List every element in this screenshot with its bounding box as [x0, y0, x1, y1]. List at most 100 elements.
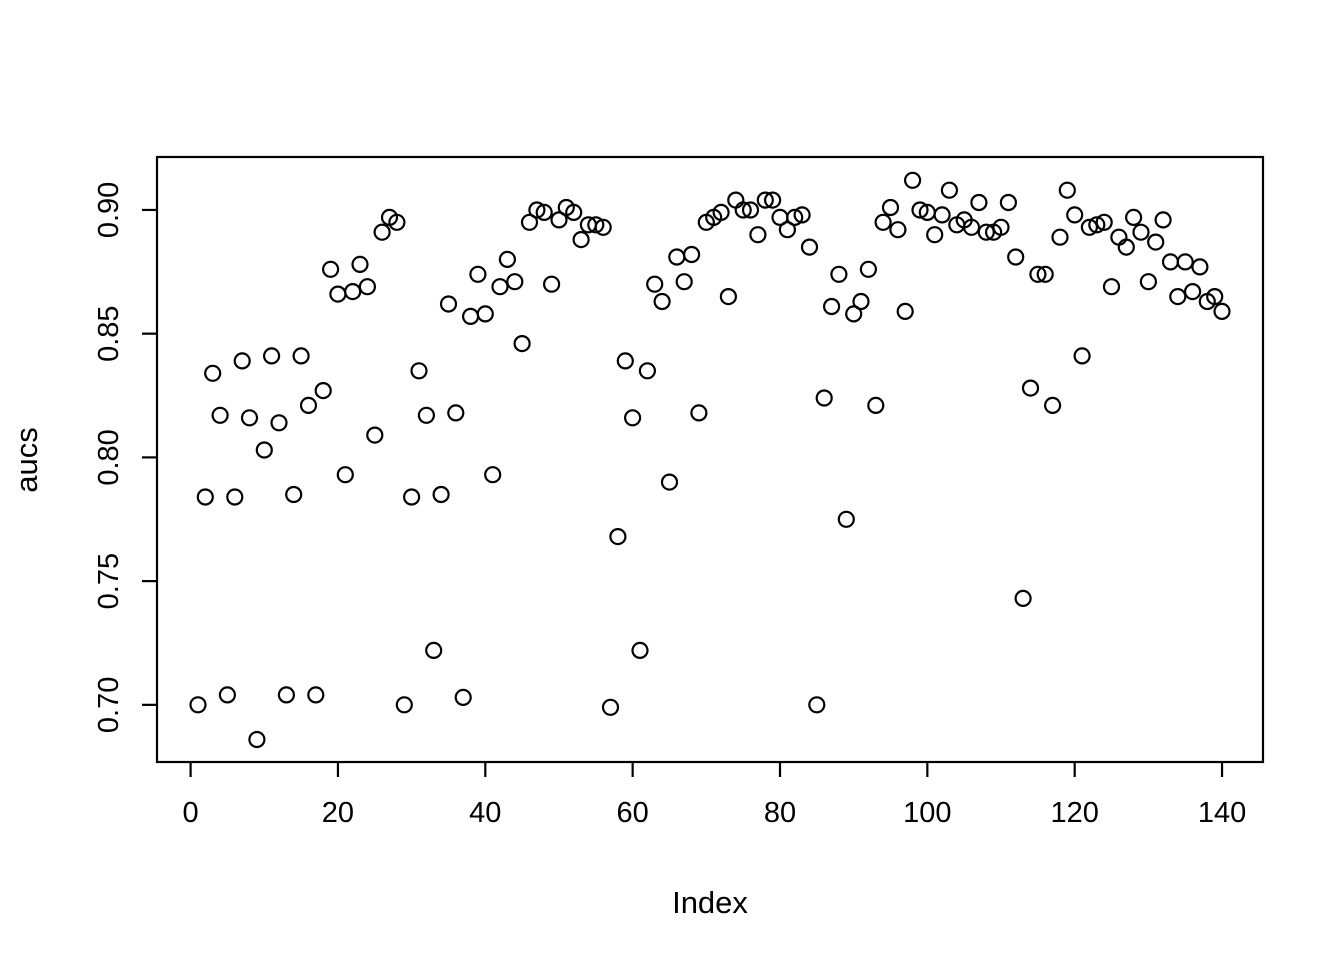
x-tick-label: 20 — [322, 797, 354, 829]
x-tick-label: 40 — [469, 797, 501, 829]
data-point — [1073, 347, 1091, 365]
data-point — [1139, 273, 1158, 291]
data-point — [609, 527, 627, 546]
data-point — [462, 307, 480, 325]
data-point — [373, 223, 391, 241]
x-tick-label: 120 — [1050, 797, 1098, 829]
data-point — [329, 285, 347, 303]
data-point — [542, 275, 561, 293]
data-point — [491, 278, 509, 296]
data-point — [351, 255, 369, 273]
data-point — [454, 688, 472, 707]
data-point — [344, 283, 362, 301]
data-point — [778, 221, 797, 239]
data-point — [992, 218, 1010, 236]
x-tick-label: 140 — [1198, 797, 1246, 829]
data-point — [1176, 253, 1194, 271]
data-point — [270, 414, 288, 432]
data-point — [933, 206, 951, 224]
data-point — [388, 213, 406, 231]
data-point — [255, 441, 273, 459]
data-point — [1213, 302, 1231, 320]
data-point — [646, 275, 664, 293]
data-point — [292, 347, 310, 365]
data-point — [1058, 181, 1076, 199]
data-point — [638, 362, 657, 380]
data-point — [1191, 258, 1209, 276]
data-point — [1095, 213, 1113, 231]
data-point — [417, 406, 435, 424]
data-point — [631, 641, 649, 660]
data-point — [1147, 233, 1165, 251]
x-tick-label: 80 — [764, 797, 796, 829]
data-point — [1161, 253, 1180, 271]
data-point — [1007, 248, 1025, 266]
data-point — [233, 352, 251, 370]
data-point — [565, 203, 583, 221]
data-point — [1206, 288, 1224, 306]
data-point — [285, 485, 303, 504]
data-point — [675, 273, 693, 291]
data-point — [484, 466, 502, 484]
data-point — [741, 201, 760, 219]
y-tick-label: 0.90 — [93, 182, 125, 238]
plot-box — [155, 155, 1265, 764]
data-point — [734, 201, 752, 219]
data-point — [513, 335, 531, 353]
data-point — [528, 201, 546, 219]
data-point — [749, 226, 767, 244]
data-point — [189, 696, 207, 714]
y-tick-label: 0.75 — [93, 553, 125, 609]
data-point — [1154, 211, 1172, 229]
data-point — [903, 171, 922, 189]
data-point — [572, 231, 590, 249]
data-point — [506, 273, 524, 291]
data-point — [211, 406, 229, 424]
data-point — [999, 193, 1018, 212]
data-point — [845, 305, 863, 323]
data-point — [867, 396, 885, 414]
data-point — [808, 696, 826, 714]
data-point — [476, 305, 494, 323]
data-point — [889, 221, 907, 239]
data-point — [439, 295, 458, 313]
data-point — [240, 409, 259, 427]
x-tick-label: 60 — [617, 797, 649, 829]
data-point — [830, 265, 848, 283]
data-point — [322, 260, 340, 278]
data-point — [896, 302, 914, 320]
x-axis-ticks: 0 20 40 60 80 100 120 140 — [183, 762, 1246, 829]
data-point — [1110, 228, 1128, 246]
x-tick-label: 0 — [183, 797, 199, 829]
data-point — [616, 352, 634, 370]
data-point — [587, 216, 605, 234]
data-point — [410, 362, 428, 380]
y-tick-label: 0.70 — [93, 677, 125, 733]
data-point — [395, 696, 413, 714]
data-point — [874, 213, 892, 231]
data-point — [366, 426, 384, 444]
y-axis-title: aucs — [9, 427, 44, 492]
data-point — [1102, 278, 1121, 296]
data-point — [977, 223, 995, 241]
data-point — [218, 686, 236, 704]
data-point — [196, 488, 214, 506]
data-point — [358, 278, 376, 296]
data-point — [623, 409, 642, 427]
data-point — [712, 203, 730, 221]
data-point — [852, 292, 870, 311]
data-point — [727, 191, 745, 209]
data-point — [1036, 265, 1054, 283]
data-point — [1066, 206, 1084, 224]
data-point — [660, 473, 679, 491]
x-tick-label: 100 — [903, 797, 951, 829]
data-point — [793, 206, 811, 224]
data-point — [1132, 223, 1150, 241]
data-point — [307, 686, 325, 704]
data-point — [786, 208, 804, 226]
data-point — [668, 248, 686, 266]
data-point — [520, 213, 539, 231]
data-point — [800, 238, 819, 256]
data-point — [277, 686, 295, 704]
data-point — [970, 193, 988, 212]
